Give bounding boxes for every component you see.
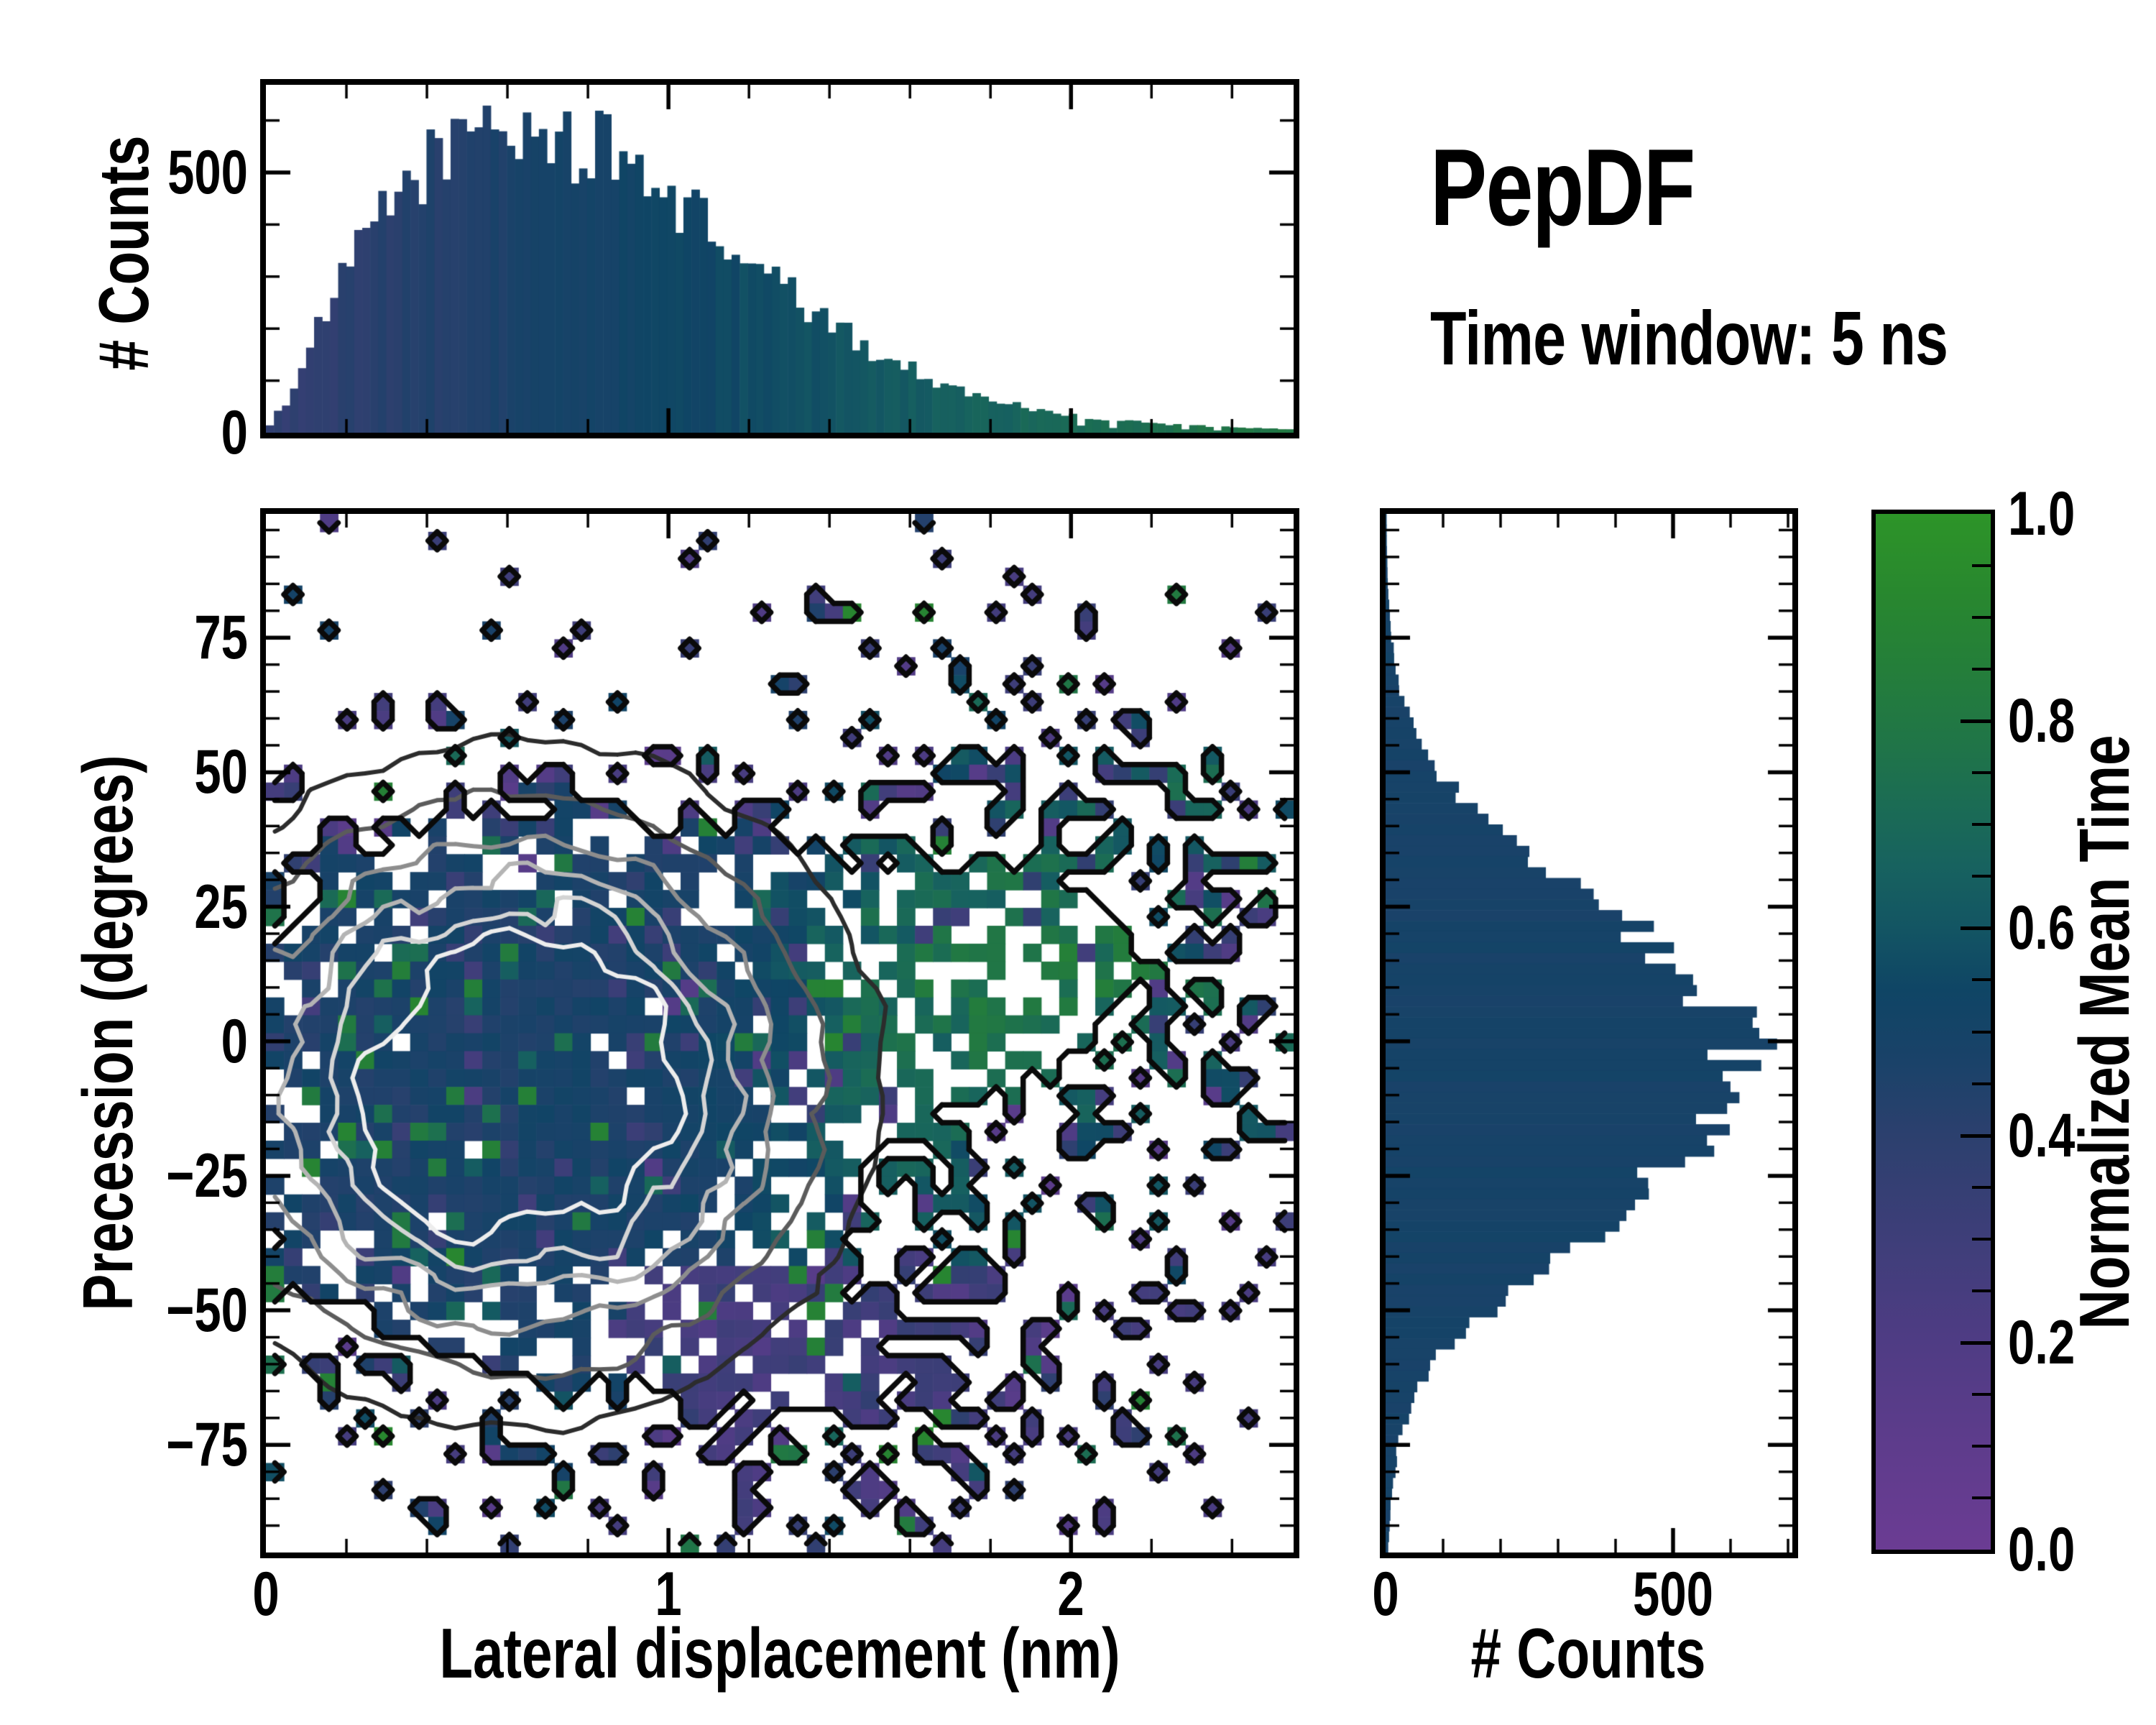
main-ytick-75: 75: [194, 603, 248, 673]
main-ytick--75: −75: [166, 1410, 248, 1480]
joint-heatmap-plot: [260, 508, 1299, 1558]
top-hist-ytick-0: 0: [221, 398, 248, 467]
right-marginal-canvas: [1386, 514, 1792, 1552]
main-xtick-0: 0: [252, 1560, 280, 1629]
main-ytick-0: 0: [221, 1006, 248, 1076]
top-marginal-canvas: [266, 85, 1294, 433]
colorbar-minor-tick: [1972, 1444, 1991, 1448]
figure-subtitle-text: Time window: 5 ns: [1430, 296, 1948, 381]
main-ytick-25: 25: [194, 872, 248, 942]
colorbar-tick-label-1.0: 1.0: [2008, 479, 2076, 548]
colorbar-minor-tick: [1972, 1030, 1991, 1034]
colorbar-minor-tick: [1972, 564, 1991, 568]
right-counts-axis-label: # Counts: [1470, 1614, 1706, 1693]
colorbar-axis-label: Normalized Mean Time: [2065, 735, 2144, 1330]
colorbar: [1871, 510, 1995, 1554]
colorbar-minor-tick: [1972, 1082, 1991, 1085]
lateral-displacement-axis-label: Lateral displacement (nm): [439, 1614, 1120, 1693]
colorbar-gradient: [1876, 514, 1991, 1550]
main-ytick-50: 50: [194, 737, 248, 807]
colorbar-tick-label-0.6: 0.6: [2008, 893, 2076, 963]
colorbar-minor-tick: [1972, 978, 1991, 982]
right-marginal-plot: [1380, 508, 1798, 1558]
colorbar-major-tick: [1961, 1133, 1991, 1138]
colorbar-minor-tick: [1972, 1496, 1991, 1499]
main-xtick-1: 1: [655, 1560, 682, 1629]
joint-heatmap-canvas: [266, 514, 1294, 1552]
colorbar-minor-tick: [1972, 668, 1991, 671]
right-hist-xtick-0: 0: [1372, 1560, 1399, 1629]
colorbar-minor-tick: [1972, 875, 1991, 878]
colorbar-minor-tick: [1972, 1185, 1991, 1189]
colorbar-tick-label-0.2: 0.2: [2008, 1307, 2076, 1377]
main-ytick--25: −25: [166, 1141, 248, 1210]
figure-title-text: PepDF: [1430, 126, 1695, 249]
precession-axis-label: Precession (degrees): [68, 755, 147, 1311]
top-marginal-plot: [260, 79, 1299, 438]
colorbar-tick-label-0.0: 0.0: [2008, 1515, 2076, 1584]
colorbar-major-tick: [1961, 926, 1991, 931]
colorbar-minor-tick: [1972, 1237, 1991, 1241]
colorbar-minor-tick: [1972, 823, 1991, 827]
figure-subtitle: Time window: 5 ns: [1430, 300, 2093, 377]
figure-title: PepDF: [1430, 133, 1769, 242]
main-xtick-2: 2: [1057, 1560, 1084, 1629]
colorbar-minor-tick: [1972, 1392, 1991, 1396]
colorbar-major-tick: [1961, 719, 1991, 724]
colorbar-minor-tick: [1972, 771, 1991, 775]
main-ytick--50: −50: [166, 1276, 248, 1346]
colorbar-major-tick: [1961, 1340, 1991, 1345]
right-hist-xtick-500: 500: [1633, 1560, 1713, 1629]
top-hist-ytick-500: 500: [167, 138, 248, 207]
colorbar-minor-tick: [1972, 1289, 1991, 1292]
colorbar-tick-label-0.4: 0.4: [2008, 1100, 2076, 1170]
colorbar-tick-label-0.8: 0.8: [2008, 686, 2076, 756]
colorbar-minor-tick: [1972, 616, 1991, 620]
